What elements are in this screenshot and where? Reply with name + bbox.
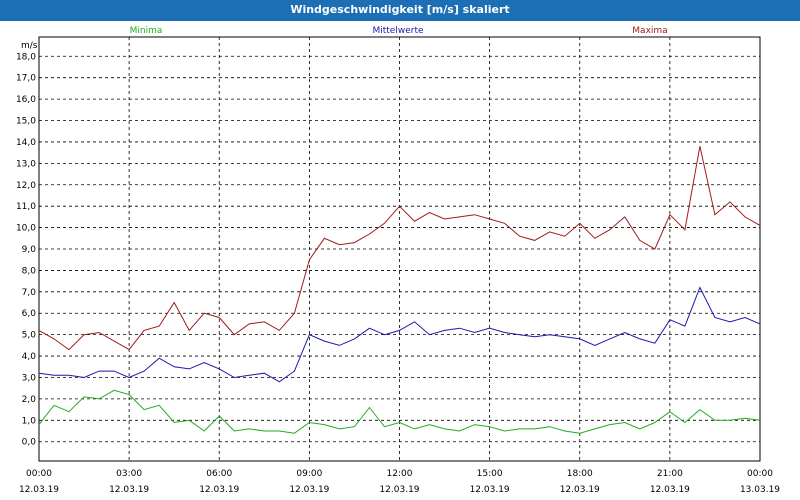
legend-entry-minima: Minima	[130, 26, 163, 36]
series-line-mittelwerte	[38, 286, 761, 383]
x-tick-date-label: 12.03.19	[109, 485, 149, 495]
x-tick-time-label: 09:00	[296, 469, 322, 479]
y-tick-label: 4,0	[22, 352, 37, 362]
y-tick-label: 1,0	[22, 416, 37, 426]
x-tick-time-label: 15:00	[477, 469, 503, 479]
y-tick-label: 16,0	[16, 95, 36, 105]
y-tick-label: 14,0	[16, 138, 36, 148]
y-tick-label: 13,0	[16, 159, 36, 169]
x-tick-time-label: 03:00	[116, 469, 142, 479]
y-tick-label: 3,0	[22, 373, 37, 383]
y-tick-label: 5,0	[22, 331, 37, 341]
legend-entry-maxima: Maxima	[632, 26, 667, 36]
x-tick-time-label: 21:00	[657, 469, 683, 479]
y-tick-label: 0,0	[22, 438, 37, 448]
x-tick-date-label: 12.03.19	[379, 485, 419, 495]
y-axis-unit-label: m/s	[21, 41, 38, 51]
x-tick-time-label: 12:00	[387, 469, 413, 479]
y-tick-label: 8,0	[22, 266, 37, 276]
y-tick-label: 9,0	[22, 245, 37, 255]
x-tick-date-label: 13.03.19	[740, 485, 780, 495]
x-tick-date-label: 12.03.19	[19, 485, 59, 495]
y-tick-label: 18,0	[16, 52, 36, 62]
y-tick-label: 7,0	[22, 288, 37, 298]
y-tick-label: 6,0	[22, 309, 37, 319]
x-tick-time-label: 00:00	[747, 469, 773, 479]
window-title: Windgeschwindigkeit [m/s] skaliert	[0, 0, 800, 21]
legend-entry-mittelwerte: Mittelwerte	[372, 26, 423, 36]
y-tick-label: 15,0	[16, 117, 36, 127]
series-line-maxima	[38, 146, 761, 351]
x-tick-date-label: 12.03.19	[470, 485, 510, 495]
y-tick-label: 12,0	[16, 181, 36, 191]
y-tick-label: 11,0	[16, 202, 36, 212]
y-tick-label: 2,0	[22, 395, 37, 405]
chart-canvas: 0,0 1,0 2,0 3,0 4,0 5,0 6,0 7,0 8,0 9,0 10,0 11,0 12…	[16, 26, 780, 495]
y-tick-label: 10,0	[16, 224, 36, 234]
x-tick-date-label: 12.03.19	[650, 485, 690, 495]
x-tick-date-label: 12.03.19	[289, 485, 329, 495]
x-tick-time-label: 18:00	[567, 469, 593, 479]
series-line-minima	[38, 389, 761, 434]
x-tick-date-label: 12.03.19	[199, 485, 239, 495]
y-tick-label: 17,0	[16, 74, 36, 84]
x-tick-time-label: 00:00	[26, 469, 52, 479]
x-tick-time-label: 06:00	[206, 469, 232, 479]
x-tick-date-label: 12.03.19	[560, 485, 600, 495]
